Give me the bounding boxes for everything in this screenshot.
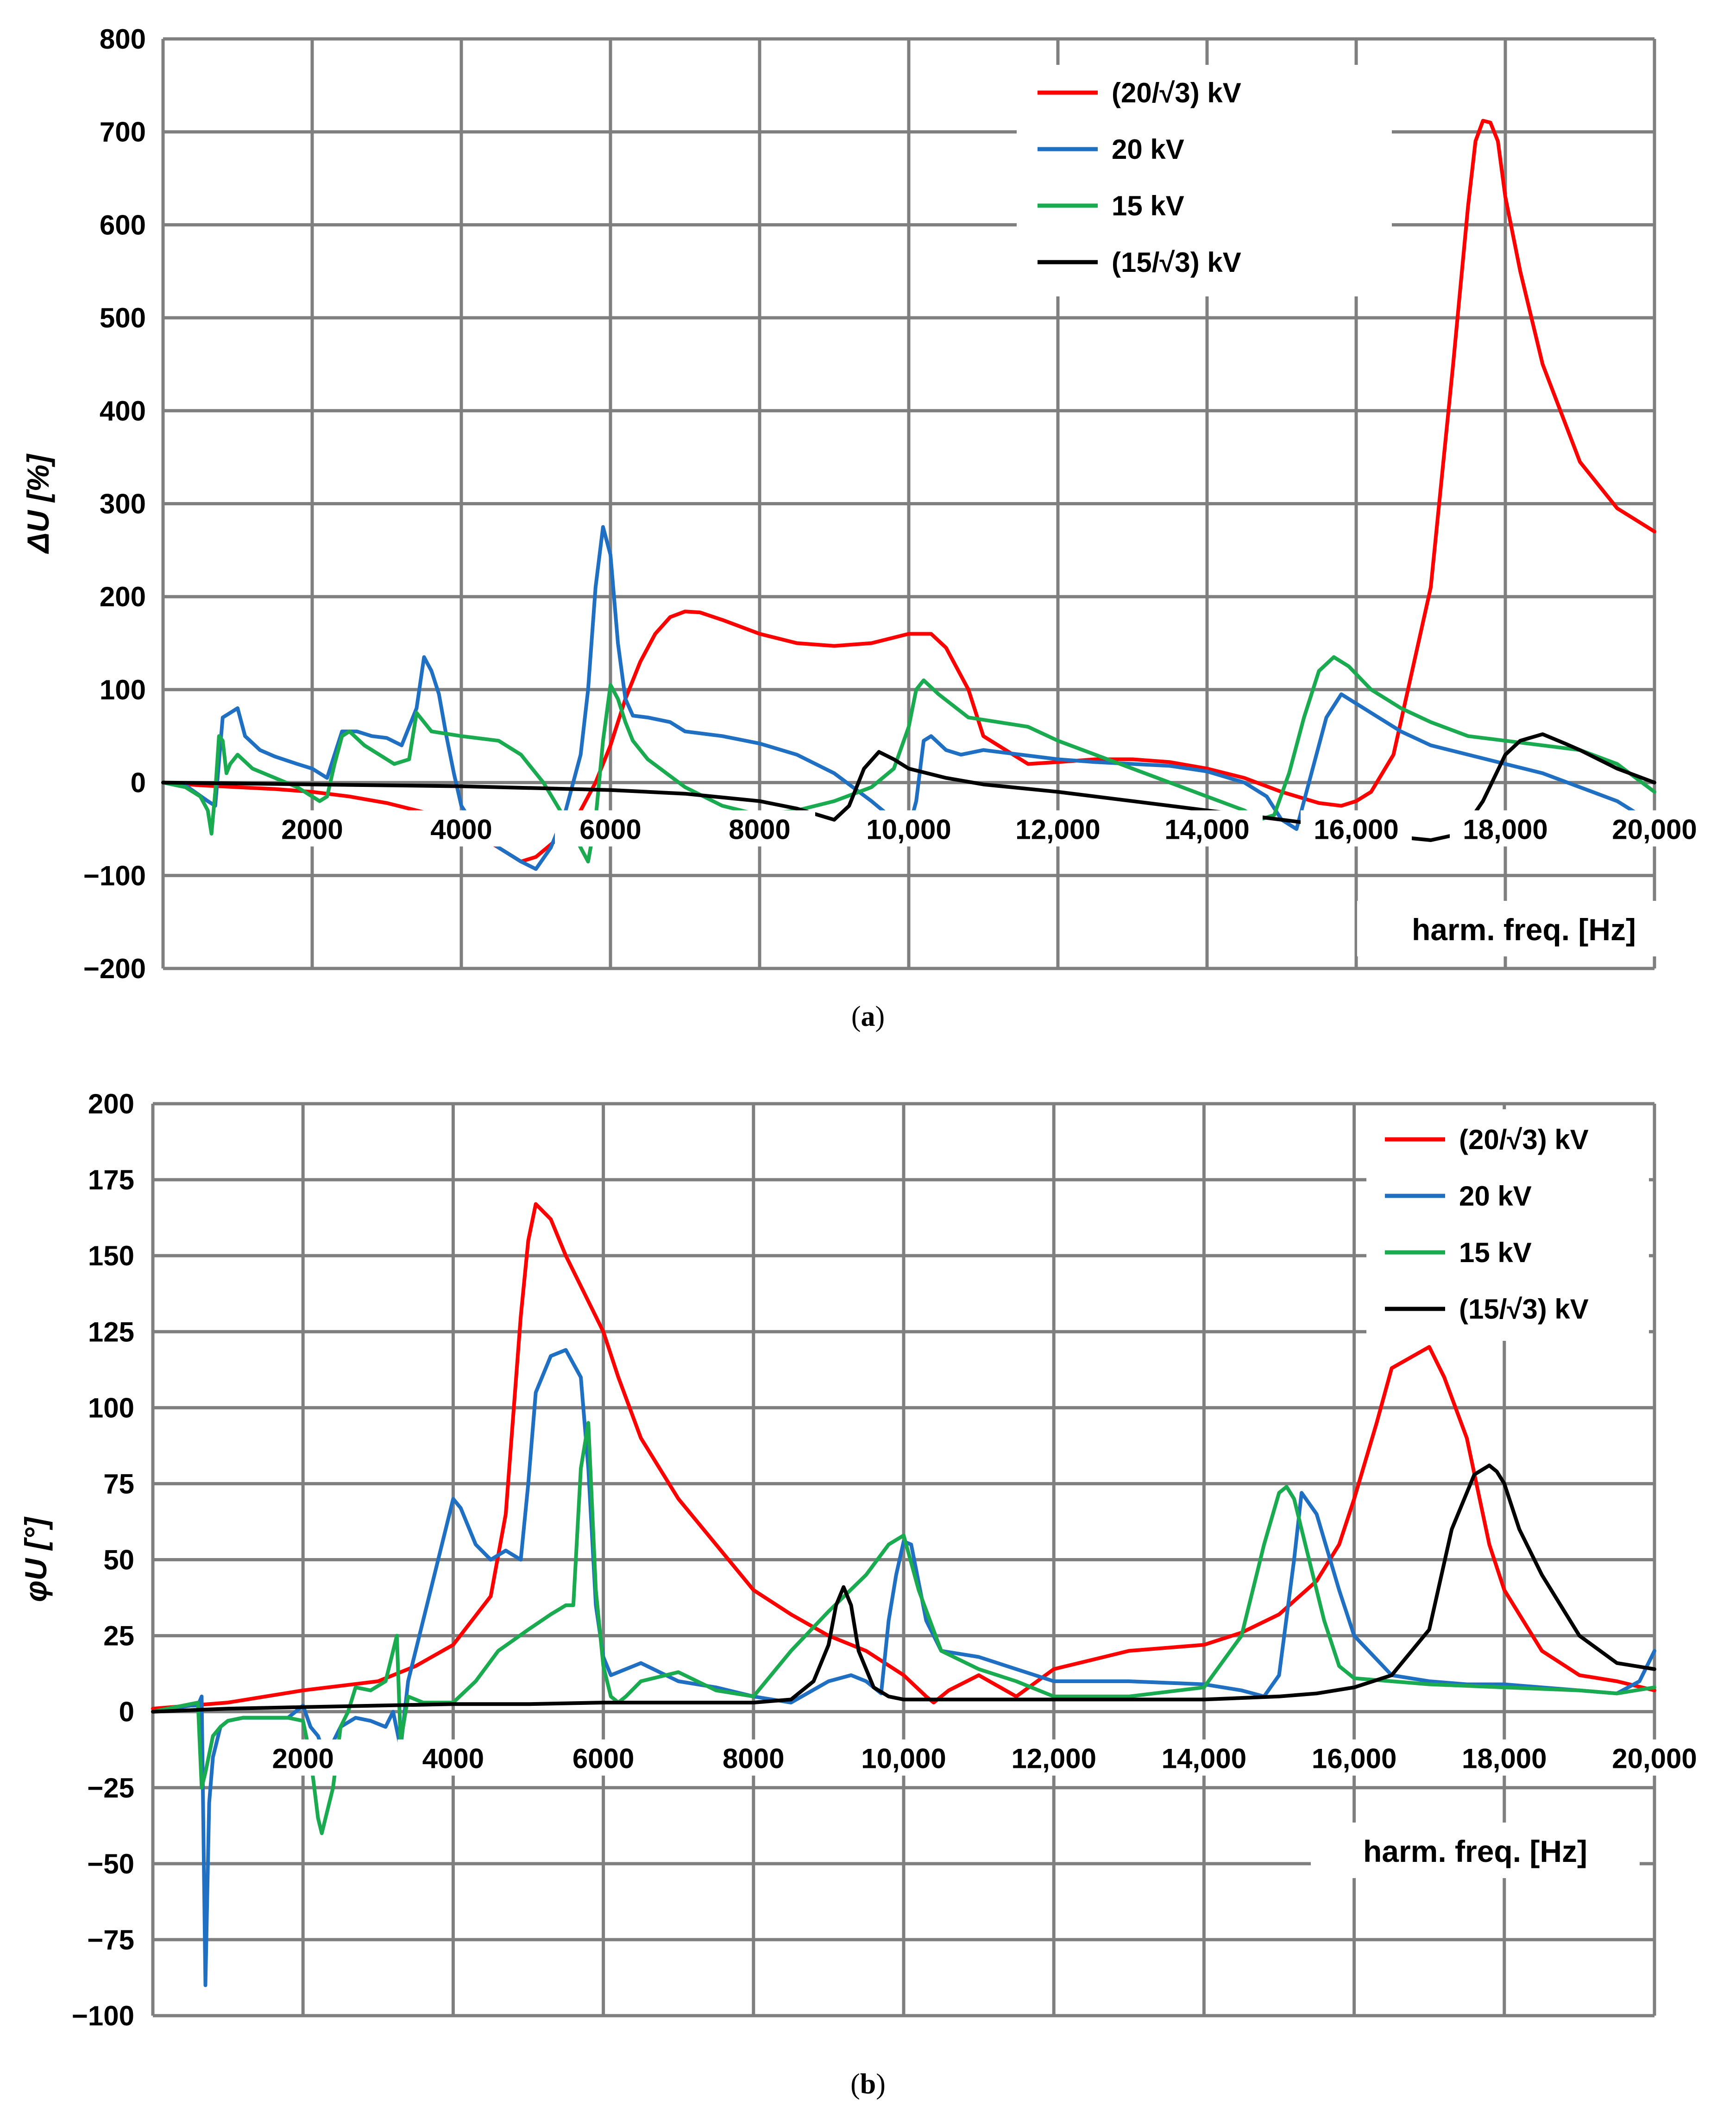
y-tick-label: 200 [88, 1088, 134, 1119]
legend-background [1017, 65, 1392, 296]
legend: (20/√3) kV 20 kV 15 kV (15/√3) kV [1017, 65, 1392, 296]
y-tick-label: 125 [88, 1316, 134, 1347]
legend-label: (15/√3) kV [1112, 247, 1241, 278]
x-tick-label: 10,000 [866, 814, 951, 845]
x-tick-label: 2000 [281, 814, 343, 845]
y-tick-label: 600 [100, 209, 146, 240]
x-tick-label-bg [547, 1739, 659, 1776]
x-tick-label: 6000 [579, 814, 641, 845]
y-axis-label: ΔU [%] [21, 453, 55, 554]
y-tick-label: 150 [88, 1240, 134, 1271]
x-tick-label: 12,000 [1011, 1743, 1096, 1774]
x-tick-label: 18,000 [1462, 1743, 1547, 1774]
caption-open: ( [850, 2068, 860, 2100]
legend-label: (20/√3) kV [1459, 1124, 1589, 1155]
legend-label: 20 kV [1112, 134, 1184, 165]
x-tick-label: 20,000 [1612, 1743, 1697, 1774]
caption-close: ) [875, 1001, 885, 1032]
panel-caption: (a) [851, 1001, 885, 1032]
y-tick-label: 100 [88, 1392, 134, 1423]
x-tick-label-bg [704, 810, 815, 847]
y-tick-label: 0 [119, 1697, 134, 1728]
x-tick-label-bg [1599, 810, 1710, 847]
x-tick-label-bg [257, 810, 368, 847]
legend-background [1366, 1109, 1649, 1341]
y-tick-label: −50 [87, 1848, 134, 1879]
x-axis-label-bg [1357, 901, 1691, 956]
legend-label: 20 kV [1459, 1181, 1532, 1212]
x-tick-label: 6000 [572, 1743, 634, 1774]
panel-caption: (b) [850, 2068, 886, 2100]
legend-label: (15/√3) kV [1459, 1294, 1589, 1325]
legend: (20/√3) kV 20 kV 15 kV (15/√3) kV [1366, 1109, 1649, 1341]
y-axis-label: φU [°] [19, 1516, 53, 1602]
x-tick-label: 14,000 [1162, 1743, 1247, 1774]
x-tick-label: 4000 [430, 814, 492, 845]
x-tick-label: 12,000 [1015, 814, 1101, 845]
y-tick-label: 100 [100, 674, 146, 705]
caption-letter: a [861, 1001, 875, 1032]
x-axis-label: harm. freq. [Hz] [1363, 1834, 1587, 1868]
y-tick-label: 25 [103, 1621, 134, 1652]
y-tick-label: 500 [100, 302, 146, 333]
y-tick-label: 0 [131, 767, 146, 798]
x-tick-label-bg [848, 1739, 959, 1776]
legend-label: (20/√3) kV [1112, 77, 1241, 108]
y-tick-label: −100 [72, 2000, 134, 2031]
x-tick-label-bg [397, 1739, 509, 1776]
x-tick-label-bg [1002, 810, 1113, 847]
x-tick-label-bg [406, 810, 517, 847]
x-tick-label-bg [1301, 810, 1412, 847]
y-tick-label: 50 [103, 1545, 134, 1576]
caption-close: ) [876, 2068, 886, 2100]
series-line-2 [161, 525, 1656, 871]
x-tick-label: 18,000 [1463, 814, 1548, 845]
x-tick-label: 10,000 [861, 1743, 946, 1774]
y-tick-label: 175 [88, 1164, 134, 1195]
series-line-1 [151, 1202, 1656, 1711]
x-tick-label-bg [247, 1739, 359, 1776]
panel-a: −200 −100 0 100 200 300 400 500 600 700 800 2000 400… [21, 24, 1710, 1032]
legend-label: 15 kV [1459, 1237, 1532, 1268]
x-tick-label: 14,000 [1164, 814, 1250, 845]
x-tick-label-bg [1148, 1739, 1260, 1776]
x-tick-label-bg [555, 810, 666, 847]
y-tick-label: 300 [100, 489, 146, 520]
series-line-4 [151, 1464, 1656, 1714]
x-tick-label-bg [1599, 1739, 1710, 1776]
caption-letter: b [860, 2068, 876, 2100]
y-tick-label: 700 [100, 117, 146, 148]
x-tick-label-bg [1151, 810, 1263, 847]
x-tick-label-bg [998, 1739, 1110, 1776]
series-line-4 [161, 732, 1656, 842]
y-tick-label: −200 [83, 953, 146, 984]
panel-b: −100 −75 −50 −25 0 25 50 75 100 125 150 175 200 2000 4… [19, 1088, 1710, 2100]
legend-label: 15 kV [1112, 190, 1184, 221]
x-tick-label-bg [698, 1739, 809, 1776]
x-tick-label-bg [1450, 810, 1561, 847]
y-tick-label: 400 [100, 396, 146, 427]
x-axis-label-bg [1311, 1823, 1640, 1878]
y-tick-label: −25 [87, 1773, 134, 1804]
x-tick-label-bg [1298, 1739, 1410, 1776]
caption-open: ( [851, 1001, 861, 1032]
x-tick-label: 4000 [422, 1743, 484, 1774]
x-tick-label: 8000 [729, 814, 790, 845]
x-tick-label: 16,000 [1314, 814, 1399, 845]
x-tick-label: 20,000 [1612, 814, 1697, 845]
x-tick-label-bg [1448, 1739, 1560, 1776]
x-tick-label: 2000 [272, 1743, 333, 1774]
y-tick-label: 75 [103, 1468, 134, 1499]
y-tick-label: −75 [87, 1924, 134, 1955]
y-tick-label: 200 [100, 581, 146, 612]
x-axis-label: harm. freq. [Hz] [1412, 912, 1636, 947]
x-tick-label-bg [853, 810, 964, 847]
x-tick-label: 16,000 [1312, 1743, 1397, 1774]
y-tick-label: 800 [100, 24, 146, 55]
x-tick-label: 8000 [723, 1743, 784, 1774]
y-tick-label: −100 [83, 860, 146, 891]
